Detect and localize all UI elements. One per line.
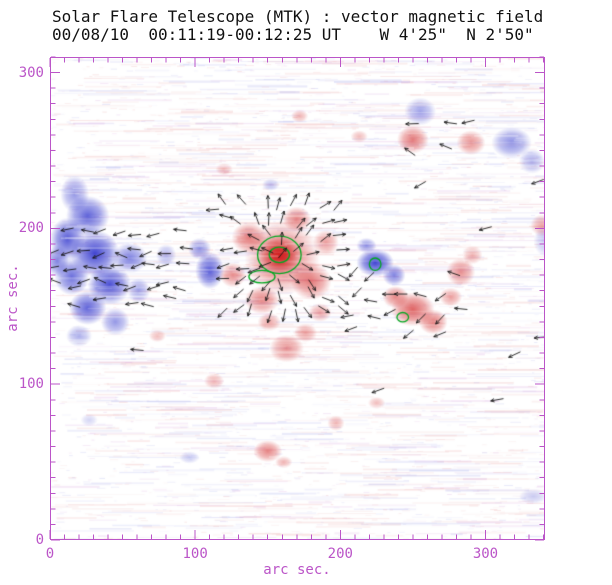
y-tick-label: 0	[35, 532, 44, 548]
x-tick-label: 0	[45, 546, 55, 562]
figure-title: Solar Flare Telescope (MTK) : vector mag…	[52, 7, 544, 26]
y-tick-label: 300	[18, 64, 44, 81]
x-tick-label: 200	[327, 546, 353, 562]
x-tick-label: 300	[472, 546, 499, 562]
plot-frame	[50, 57, 545, 540]
y-tick-label: 200	[18, 220, 44, 237]
magnetogram-plot-canvas	[50, 57, 545, 540]
y-tick-label: 100	[18, 376, 44, 393]
figure-subtitle: 00/08/10 00:11:19-00:12:25 UT W 4'25" N …	[52, 25, 534, 44]
x-tick-label: 100	[182, 546, 208, 562]
y-axis-label: arc sec.	[5, 264, 21, 332]
x-axis-label: arc sec.	[263, 562, 331, 578]
